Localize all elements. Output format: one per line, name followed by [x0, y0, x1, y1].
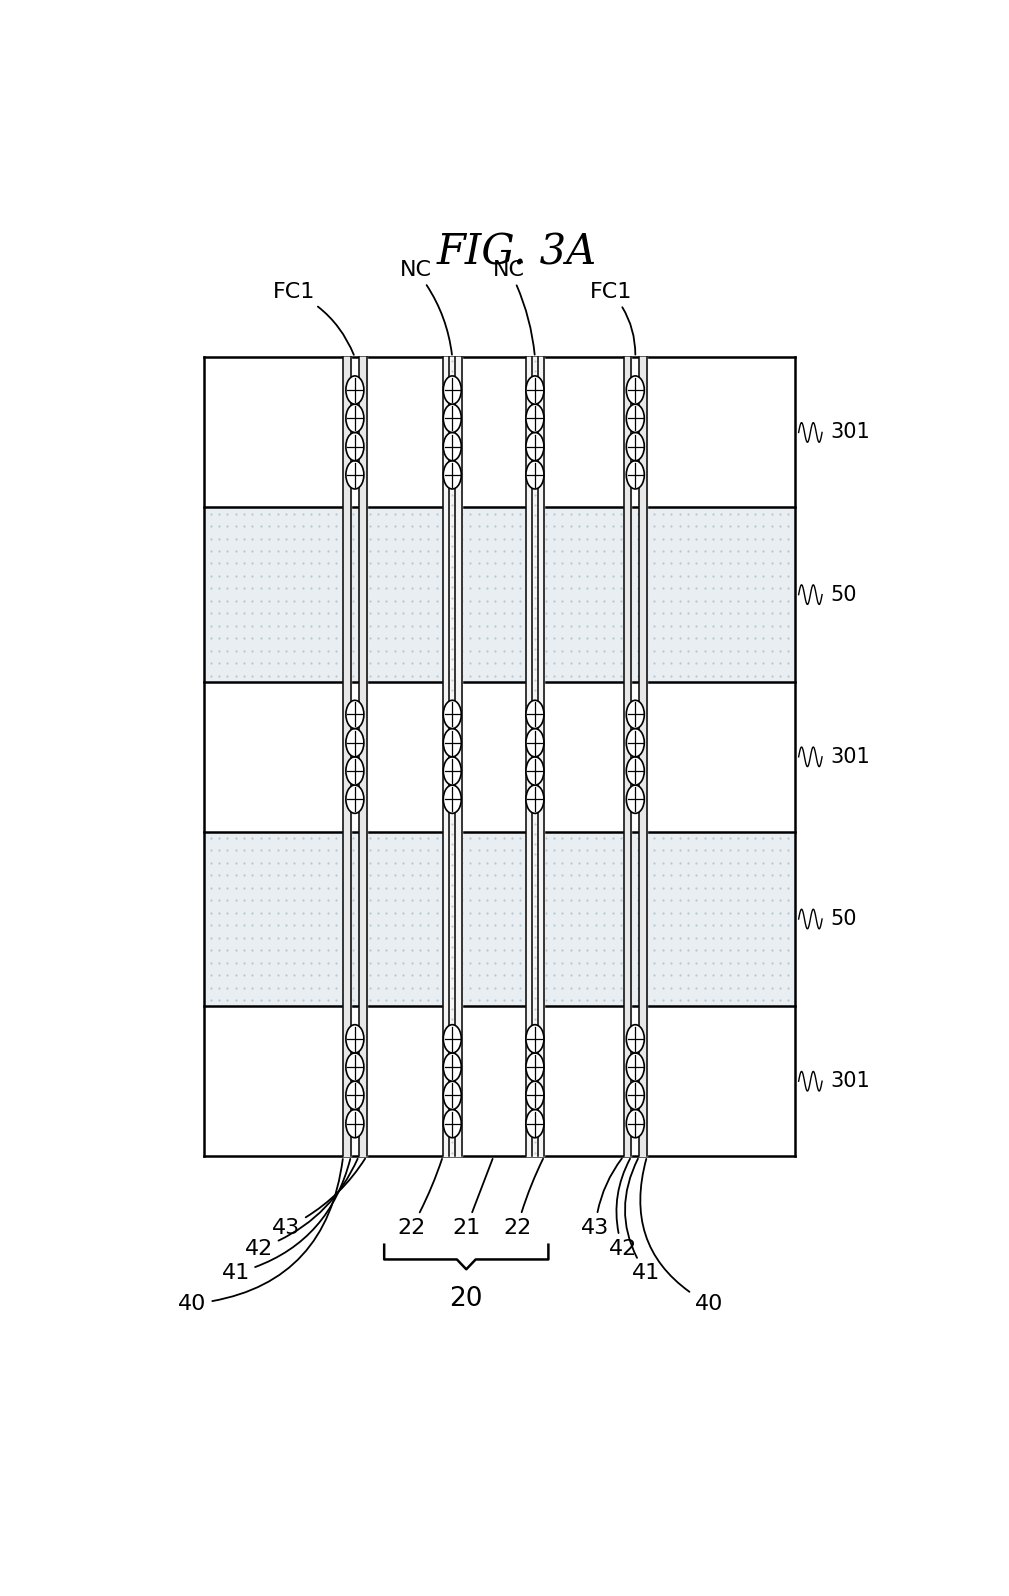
Circle shape	[526, 1025, 544, 1053]
Circle shape	[346, 1053, 364, 1080]
Bar	[204, 1005, 795, 1156]
Circle shape	[526, 461, 544, 488]
Circle shape	[443, 785, 461, 814]
Circle shape	[346, 433, 364, 461]
Text: 21: 21	[452, 1159, 492, 1237]
Text: FC1: FC1	[273, 282, 354, 354]
Circle shape	[526, 1053, 544, 1080]
Circle shape	[526, 1109, 544, 1138]
Circle shape	[526, 785, 544, 814]
Circle shape	[346, 1080, 364, 1109]
Circle shape	[627, 1053, 645, 1080]
Circle shape	[627, 404, 645, 433]
Circle shape	[526, 404, 544, 433]
Circle shape	[346, 1025, 364, 1053]
Circle shape	[627, 728, 645, 757]
Circle shape	[346, 404, 364, 433]
Circle shape	[443, 377, 461, 404]
Circle shape	[443, 1025, 461, 1053]
Text: 301: 301	[829, 747, 870, 766]
Text: 42: 42	[245, 1159, 357, 1259]
Circle shape	[443, 1053, 461, 1080]
Text: 50: 50	[829, 584, 857, 605]
Text: 40: 40	[179, 1159, 343, 1314]
Circle shape	[346, 701, 364, 728]
Circle shape	[443, 1080, 461, 1109]
Text: 42: 42	[608, 1159, 637, 1259]
Circle shape	[346, 461, 364, 488]
Circle shape	[526, 377, 544, 404]
Circle shape	[627, 377, 645, 404]
Circle shape	[443, 404, 461, 433]
Text: FIG. 3A: FIG. 3A	[437, 231, 597, 275]
Text: 41: 41	[222, 1159, 350, 1283]
Bar	[204, 681, 795, 832]
Circle shape	[346, 1109, 364, 1138]
Circle shape	[627, 785, 645, 814]
Circle shape	[346, 785, 364, 814]
Text: 43: 43	[272, 1159, 365, 1237]
Circle shape	[346, 728, 364, 757]
Text: NC: NC	[400, 260, 452, 354]
Bar	[204, 508, 795, 681]
Circle shape	[627, 1025, 645, 1053]
Circle shape	[443, 728, 461, 757]
Circle shape	[346, 757, 364, 785]
Circle shape	[443, 433, 461, 461]
Text: 301: 301	[829, 423, 870, 442]
Text: 22: 22	[503, 1159, 543, 1237]
Circle shape	[526, 1080, 544, 1109]
Circle shape	[526, 757, 544, 785]
Circle shape	[443, 701, 461, 728]
Circle shape	[627, 433, 645, 461]
Text: 43: 43	[581, 1159, 622, 1237]
Text: NC: NC	[493, 260, 535, 354]
Circle shape	[627, 1080, 645, 1109]
Text: 50: 50	[829, 910, 857, 929]
Circle shape	[526, 701, 544, 728]
Circle shape	[627, 461, 645, 488]
Text: 20: 20	[450, 1286, 483, 1312]
Circle shape	[526, 433, 544, 461]
Text: 22: 22	[398, 1159, 442, 1237]
Circle shape	[627, 757, 645, 785]
Bar	[204, 832, 795, 1005]
Circle shape	[443, 461, 461, 488]
Text: 40: 40	[641, 1159, 722, 1314]
Circle shape	[346, 377, 364, 404]
Circle shape	[526, 728, 544, 757]
Circle shape	[443, 1109, 461, 1138]
Text: FC1: FC1	[590, 282, 636, 354]
Circle shape	[627, 1109, 645, 1138]
Text: 301: 301	[829, 1071, 870, 1092]
Circle shape	[627, 701, 645, 728]
Text: 41: 41	[625, 1159, 660, 1283]
Bar	[204, 358, 795, 508]
Circle shape	[443, 757, 461, 785]
